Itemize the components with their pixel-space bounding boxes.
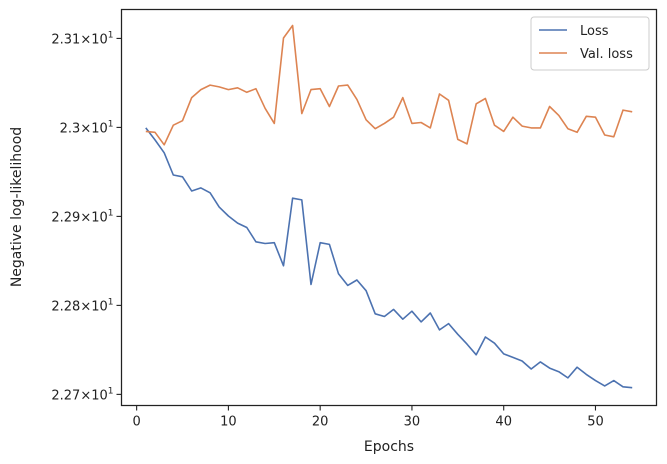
y-tick-label: 2.28×101 <box>51 297 113 314</box>
series-line-val-loss <box>145 24 633 146</box>
x-axis-label: Epochs <box>364 439 414 455</box>
series-line-loss <box>145 127 633 389</box>
legend: Loss Val. loss <box>530 16 650 71</box>
legend-label-loss: Loss <box>580 24 609 39</box>
y-tick-label: 2.27×101 <box>51 386 113 403</box>
x-tick-label: 10 <box>220 415 237 430</box>
y-tick-label: 2.29×101 <box>51 208 113 225</box>
axes-layer: 0 10 20 30 40 50 2.27×101 2.28×101 2.29×101 2.3×1… <box>51 30 603 429</box>
y-tick-label: 2.3×101 <box>60 119 114 136</box>
plot-layer <box>145 24 633 389</box>
x-tick-label: 40 <box>495 415 512 430</box>
plot-frame <box>120 8 658 407</box>
x-tick-label: 50 <box>587 415 604 430</box>
y-axis-label: Negative log-likelihood <box>9 127 25 287</box>
legend-label-val-loss: Val. loss <box>580 47 633 62</box>
x-tick-label: 20 <box>312 415 329 430</box>
x-tick-label: 0 <box>133 415 141 430</box>
y-tick-label: 2.31×101 <box>51 30 113 47</box>
x-tick-label: 30 <box>404 415 421 430</box>
